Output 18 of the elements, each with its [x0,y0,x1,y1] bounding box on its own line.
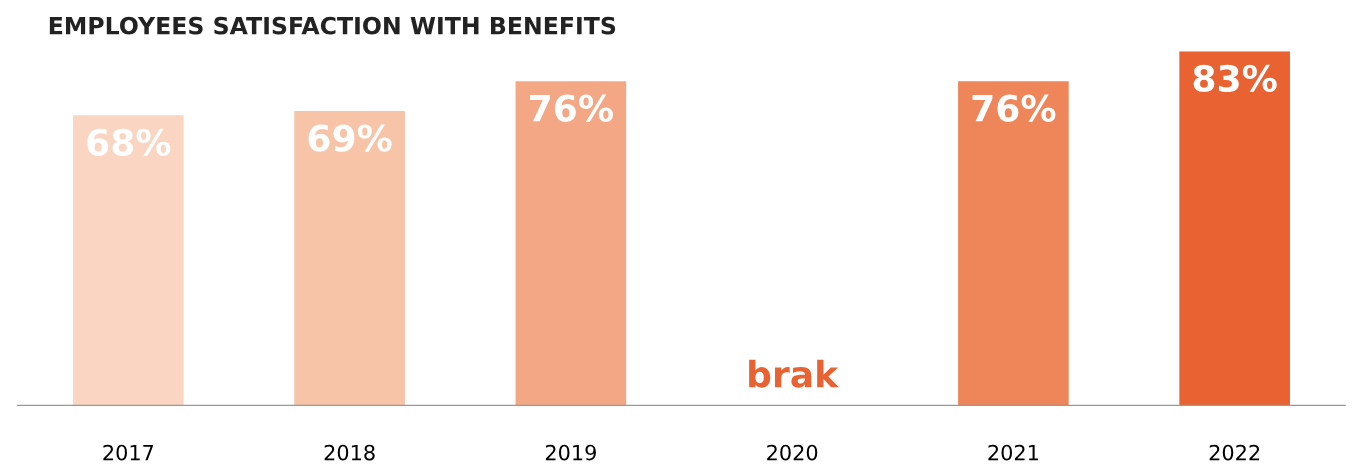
bar [73,115,184,406]
x-tick-label: 2019 [545,444,596,461]
x-tick-label: 2020 [767,444,818,461]
data-label: 69% [308,124,392,152]
annotation: brak [749,359,839,388]
bar [1179,51,1290,406]
data-label: 83% [1193,64,1277,93]
x-tick-label: 2022 [1209,444,1260,461]
x-tick-label: 2018 [324,444,375,461]
bar [515,81,627,406]
data-label: 68% [87,128,171,157]
chart-title: EMPLOYEES SATISFACTION WITH BENEFITS [49,16,616,35]
x-tick-label: 2017 [103,444,154,461]
bar [958,81,1069,406]
data-label: 76% [972,94,1056,122]
x-tick-label: 2021 [988,444,1038,461]
data-label: 76% [530,94,613,122]
bar [294,111,405,406]
